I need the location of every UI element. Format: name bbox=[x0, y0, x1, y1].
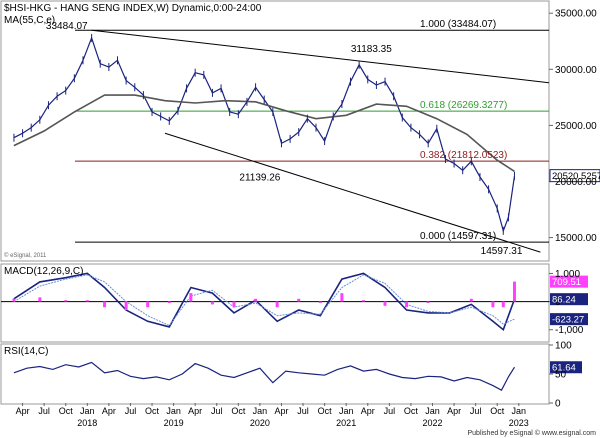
x-tick-label: Oct bbox=[318, 406, 333, 416]
macd-value-label: 86.24 bbox=[552, 295, 576, 306]
x-year-label: 2022 bbox=[422, 418, 442, 428]
macd-title: MACD(12,26,9,C) bbox=[4, 266, 83, 277]
x-tick-label: Jan bbox=[166, 406, 181, 416]
x-tick-label: Apr bbox=[274, 406, 288, 416]
x-tick-label: Oct bbox=[490, 406, 505, 416]
x-tick-label: Jul bbox=[38, 406, 50, 416]
x-tick-label: Jan bbox=[253, 406, 268, 416]
x-tick-label: Jan bbox=[512, 406, 527, 416]
x-tick-label: Apr bbox=[188, 406, 202, 416]
x-tick-label: Jul bbox=[211, 406, 223, 416]
fib-label: 1.000 (33484.07) bbox=[420, 19, 496, 30]
y-tick-label: -1,000 bbox=[555, 325, 584, 336]
y-tick-label: 1.000 bbox=[555, 269, 580, 280]
fib-label: 0.000 (14597.31) bbox=[420, 231, 496, 242]
x-year-label: 2023 bbox=[509, 418, 529, 428]
y-tick-label: 100 bbox=[555, 341, 572, 352]
y-tick-label: 25000.00 bbox=[555, 121, 597, 132]
x-tick-label: Jul bbox=[125, 406, 137, 416]
price-annotation: 14597.31 bbox=[481, 246, 523, 257]
y-tick-label: 0 bbox=[555, 399, 561, 410]
macd-value-box bbox=[550, 293, 588, 306]
price-panel[interactable] bbox=[0, 0, 550, 262]
x-tick-label: Jan bbox=[80, 406, 95, 416]
x-tick-label: Jan bbox=[339, 406, 354, 416]
x-tick-label: Apr bbox=[447, 406, 461, 416]
x-tick-label: Jan bbox=[425, 406, 440, 416]
x-year-label: 2020 bbox=[250, 418, 270, 428]
y-tick-label: 15000.00 bbox=[555, 233, 597, 244]
x-tick-label: Jul bbox=[470, 406, 482, 416]
rsi-value-box bbox=[550, 361, 582, 374]
macd-signal-line bbox=[13, 274, 515, 327]
current-price-label: 20520.5257 bbox=[552, 171, 600, 182]
price-annotation: 33484.07 bbox=[46, 21, 88, 32]
ma-line bbox=[13, 94, 515, 173]
macd-value-label: -623.27 bbox=[552, 315, 584, 326]
fib-label: 0.382 (21812.0523) bbox=[420, 150, 507, 161]
x-tick-label: Apr bbox=[102, 406, 116, 416]
chart-title: $HSI-HKG - HANG SENG INDEX,W) Dynamic,0:… bbox=[4, 3, 262, 14]
trendline bbox=[91, 29, 550, 84]
y-tick-label: 50 bbox=[555, 370, 567, 381]
price-annotation: 21139.26 bbox=[239, 173, 280, 184]
x-tick-label: Oct bbox=[404, 406, 419, 416]
macd-value-box bbox=[550, 275, 588, 288]
x-tick-label: Oct bbox=[145, 406, 160, 416]
y-tick-label: 35000.00 bbox=[555, 9, 597, 20]
ma-label: MA(55,C,e) bbox=[4, 15, 55, 26]
current-price-box bbox=[549, 169, 600, 183]
rsi-line bbox=[13, 361, 516, 392]
y-tick-label: 30000.00 bbox=[555, 65, 597, 76]
copyright-note: © eSignal, 2011 bbox=[4, 252, 47, 259]
x-year-label: 2018 bbox=[77, 418, 97, 428]
x-year-label: 2019 bbox=[164, 418, 184, 428]
y-tick-label: 20000.00 bbox=[555, 177, 597, 188]
trendline bbox=[164, 132, 541, 253]
x-tick-label: Jul bbox=[384, 406, 396, 416]
rsi-value-label: 61.64 bbox=[552, 363, 576, 374]
price-annotation: 31183.35 bbox=[351, 44, 392, 55]
marks bbox=[12, 33, 600, 374]
x-year-label: 2021 bbox=[336, 418, 356, 428]
fib-label: 0.618 (26269.3277) bbox=[420, 100, 507, 111]
rsi-title: RSI(14,C) bbox=[4, 346, 48, 357]
labels: 15000.00 20000.00 25000.00 30000.00 35000.00… bbox=[16, 9, 600, 428]
macd-value-box bbox=[550, 313, 588, 326]
trendlines bbox=[91, 29, 550, 253]
rsi-panel[interactable] bbox=[0, 343, 550, 405]
x-tick-label: Oct bbox=[59, 406, 74, 416]
x-tick-label: Oct bbox=[231, 406, 246, 416]
y-tick-label: 0 bbox=[555, 297, 561, 308]
footer-credit: Published by eSignal © www.esignal.com bbox=[467, 429, 596, 437]
fib-levels bbox=[75, 29, 549, 243]
x-tick-label: Apr bbox=[16, 406, 30, 416]
x-tick-label: Jul bbox=[297, 406, 309, 416]
series-group bbox=[13, 36, 516, 392]
macd-value-label: 709.51 bbox=[552, 277, 581, 288]
x-tick-label: Apr bbox=[361, 406, 375, 416]
